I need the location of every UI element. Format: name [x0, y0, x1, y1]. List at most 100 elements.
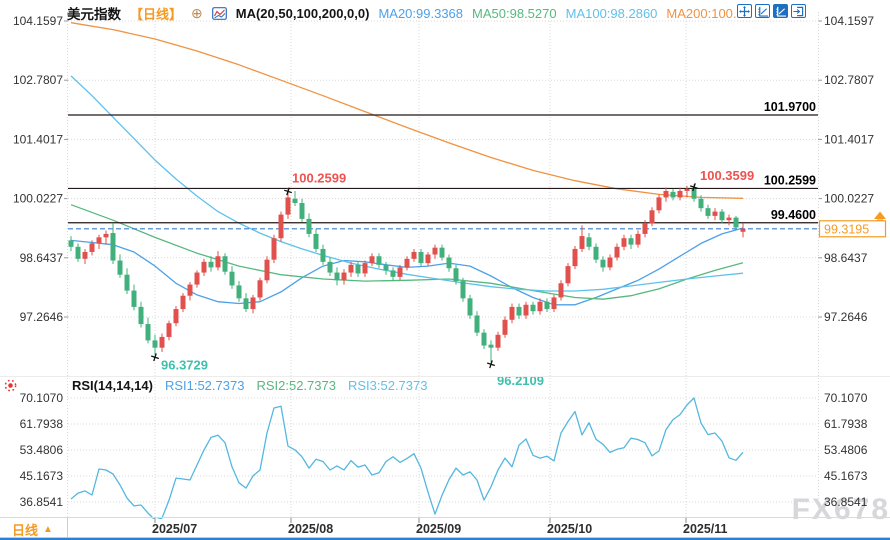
- candle: [551, 297, 557, 310]
- candle: [607, 257, 613, 268]
- candle: [124, 274, 130, 291]
- current-price-tag: 99.3195: [818, 211, 887, 238]
- annotation-label: 96.3729: [161, 357, 208, 372]
- candle: [544, 301, 550, 310]
- price-scale-auto-icon[interactable]: [773, 4, 788, 18]
- candle: [194, 272, 200, 285]
- candle: [187, 284, 193, 296]
- candle: [579, 236, 585, 249]
- candle: [208, 261, 214, 268]
- candle: [271, 238, 277, 260]
- candle: [278, 214, 284, 239]
- candle: [439, 247, 445, 258]
- symbol-title: 美元指数: [67, 7, 121, 22]
- rsi-axis-label-left: 36.8541: [20, 495, 64, 509]
- candle: [677, 190, 683, 198]
- main-chart-header: 美元指数 【日线】 ⊕ MA(20,50,100,200,0,0) MA20:9…: [67, 3, 744, 23]
- candle: [418, 251, 424, 264]
- ma100-value: MA100:98.2860: [565, 5, 658, 21]
- candle: [152, 340, 158, 348]
- candle: [138, 306, 144, 325]
- indicator-icon[interactable]: [211, 6, 227, 20]
- candle: [201, 261, 207, 273]
- candle: [474, 315, 480, 333]
- price-axis-label-left: 98.6437: [20, 251, 64, 265]
- candle: [705, 208, 711, 216]
- settings-icon[interactable]: ⊕: [191, 5, 203, 21]
- candle: [572, 248, 578, 267]
- period-label: 【日线】: [130, 6, 183, 22]
- candle: [467, 298, 473, 316]
- price-axis-label-left: 104.1597: [13, 14, 63, 28]
- candle: [362, 263, 368, 274]
- rsi-settings-icon[interactable]: [3, 378, 18, 393]
- candle: [495, 334, 501, 348]
- candle: [264, 259, 270, 281]
- rsi-axis-label-left: 70.1070: [20, 391, 64, 405]
- candle: [719, 211, 725, 221]
- annotation-marker: [486, 360, 496, 369]
- candle: [404, 258, 410, 268]
- candle: [411, 251, 417, 259]
- candle: [635, 233, 641, 245]
- price-scale-icon[interactable]: [755, 4, 770, 18]
- candle: [180, 295, 186, 310]
- candle: [166, 323, 172, 337]
- candle: [75, 246, 81, 259]
- candle: [285, 197, 291, 215]
- axis-labels: 104.1597 104.1597 102.7807 102.7807 101.4017…: [13, 14, 874, 536]
- candle: [600, 259, 606, 268]
- candle: [649, 210, 655, 224]
- price-axis-label-right: 104.1597: [824, 14, 874, 28]
- collapse-panel-icon[interactable]: [791, 4, 806, 18]
- annotation-label: 100.3599: [700, 168, 754, 183]
- candle: [89, 243, 95, 252]
- x-axis-label: 2025/08: [288, 522, 333, 536]
- annotation-label: 100.2599: [292, 170, 346, 185]
- candle: [740, 228, 746, 232]
- candle: [355, 264, 361, 274]
- separators: [0, 376, 890, 540]
- candle: [670, 191, 676, 198]
- rsi-series: [70, 397, 744, 519]
- x-axis-label: 2025/10: [547, 522, 592, 536]
- candle: [509, 306, 515, 320]
- price-axis-label-left: 101.4017: [13, 132, 63, 146]
- price-axis-label-left: 102.7807: [13, 73, 63, 87]
- annotation-marker: [150, 353, 160, 362]
- candle: [586, 237, 592, 247]
- candle: [488, 344, 494, 348]
- rsi1-value: RSI1:52.7373: [164, 378, 245, 393]
- candle: [250, 297, 256, 310]
- candle: [453, 268, 459, 282]
- candle: [656, 197, 662, 211]
- candlestick-series: [68, 184, 746, 363]
- candle: [257, 280, 263, 298]
- candle: [502, 319, 508, 335]
- level-line-label: 100.2599: [764, 173, 816, 187]
- tab-arrow-icon: ▲: [43, 524, 53, 535]
- annotations: 100.2599 100.3599 96.3729 96.2109: [150, 168, 754, 388]
- timeframe-tab[interactable]: 日线 ▲: [12, 520, 53, 539]
- candle: [565, 266, 571, 284]
- candle: [642, 223, 648, 234]
- rsi-header: RSI(14,14,14) RSI1:52.7373 RSI2:52.7373 …: [3, 378, 427, 393]
- rsi-axis-label-right: 70.1070: [824, 391, 868, 405]
- candle: [341, 272, 347, 281]
- rsi-axis-label-right: 45.1673: [824, 469, 868, 483]
- pan-icon[interactable]: [737, 4, 752, 18]
- candle: [537, 301, 543, 312]
- price-axis-label-right: 98.6437: [824, 251, 868, 265]
- candle: [446, 257, 452, 269]
- candle: [691, 188, 697, 199]
- candle: [299, 203, 305, 219]
- candle: [327, 261, 333, 273]
- ma-formula: MA(20,50,100,200,0,0): [235, 5, 370, 21]
- annotation-label: 96.2109: [497, 373, 544, 388]
- rsi-line: [70, 397, 744, 519]
- candle: [523, 304, 529, 316]
- candle: [334, 272, 340, 281]
- candle: [306, 218, 312, 234]
